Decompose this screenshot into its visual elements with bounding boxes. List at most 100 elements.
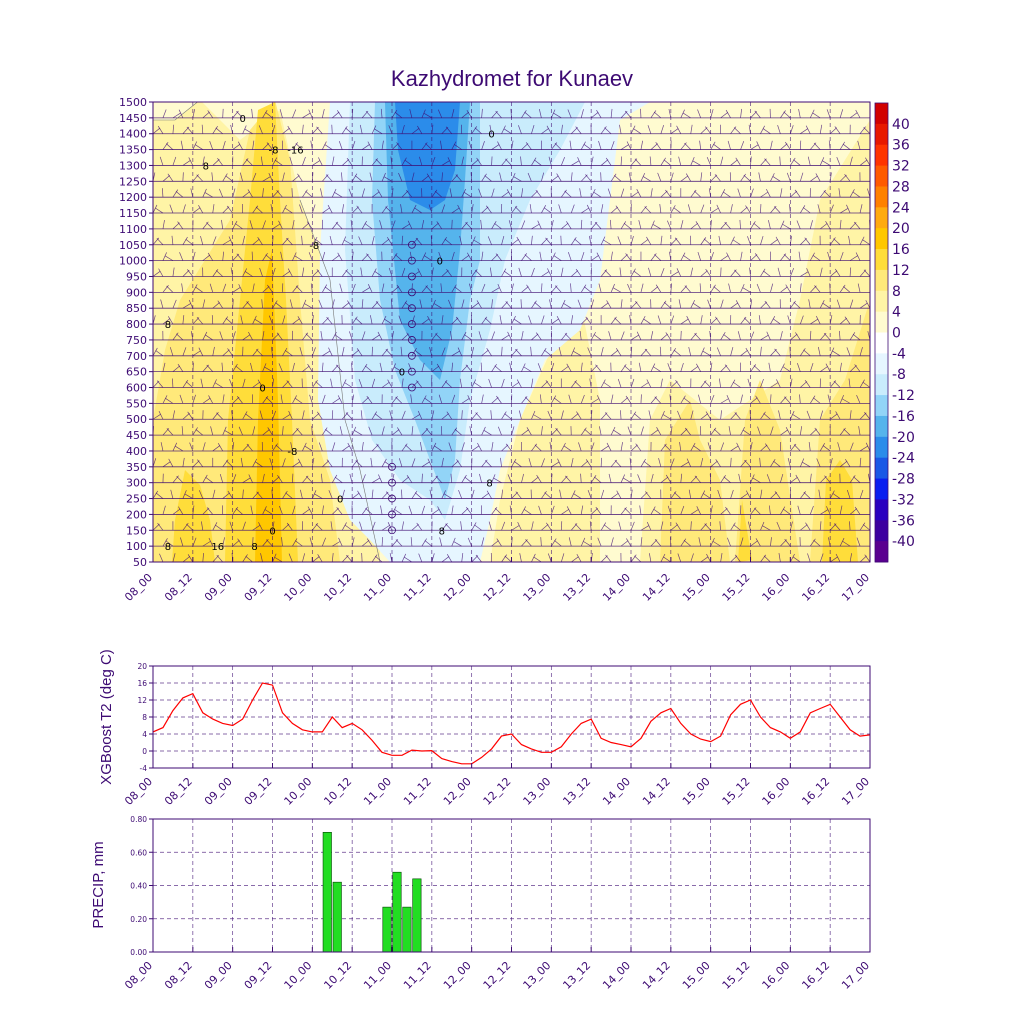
wind-barb: [750, 364, 757, 372]
wind-barb: [169, 204, 174, 214]
wind-barb: [630, 411, 637, 420]
wind-barb: [426, 173, 433, 182]
wind-barb: [828, 140, 831, 150]
wind-barb: [734, 554, 741, 562]
wind-barb: [282, 490, 288, 499]
wind-barb: [643, 176, 652, 182]
wind-barb: [566, 363, 572, 372]
wind-barb: [228, 236, 233, 245]
wind-barb: [810, 318, 818, 325]
wind-barb: [397, 427, 403, 436]
wind-barb: [431, 222, 439, 230]
wind-barb: [590, 112, 599, 119]
wind-barb: [521, 506, 526, 515]
y-tick-label: 1050: [119, 239, 147, 252]
wind-barb: [715, 459, 721, 468]
wind-barb: [321, 141, 327, 150]
wind-barb: [551, 318, 559, 325]
wind-barb: [730, 102, 731, 103]
wind-barb: [550, 473, 553, 483]
wind-barb: [421, 505, 425, 515]
wind-barb: [674, 237, 682, 245]
wind-barb: [371, 554, 378, 562]
wind-barb: [451, 505, 454, 515]
wind-barb: [172, 112, 181, 119]
wind-barb: [286, 237, 293, 245]
wind-barb: [331, 442, 336, 452]
wind-barb: [423, 113, 433, 119]
calm-wind-circle: [388, 510, 396, 519]
wind-barb: [760, 125, 765, 134]
calm-wind-circle: [408, 336, 416, 344]
wind-barb: [608, 473, 612, 483]
wind-barb: [361, 287, 370, 293]
wind-barb: [757, 426, 761, 436]
wind-barb: [742, 429, 751, 436]
colorbar-label: -24: [892, 451, 915, 467]
wind-barb: [325, 174, 333, 182]
wind-barb: [341, 204, 344, 214]
y-tick-label: 0.60: [130, 848, 147, 857]
wind-barb: [553, 255, 562, 261]
wind-barb: [457, 204, 463, 214]
wind-barb: [286, 522, 293, 531]
wind-barb: [182, 204, 186, 214]
wind-barb: [608, 331, 612, 341]
wind-barb: [832, 493, 841, 499]
wind-barb: [700, 490, 706, 499]
y-tick-label: 16: [137, 679, 147, 688]
wind-barb: [600, 126, 607, 134]
wind-barb: [650, 253, 657, 261]
contour-label: 8: [203, 161, 209, 172]
precip-bar: [332, 881, 342, 953]
wind-barb: [626, 141, 632, 150]
cross-section-x-axis: 08_00 08_12 09_00 09_12 10_00 10_12 11_00 11_12…: [122, 557, 872, 604]
wind-barb: [186, 126, 194, 134]
wind-barb: [756, 141, 761, 150]
wind-barb: [705, 411, 711, 420]
wind-barb: [575, 268, 582, 277]
wind-barb: [849, 156, 853, 166]
wind-barb: [424, 255, 433, 261]
wind-barb: [744, 459, 751, 468]
y-tick-label: 500: [126, 413, 147, 426]
wind-barb: [260, 156, 263, 166]
wind-barb: [419, 442, 423, 452]
wind-barb: [331, 156, 335, 166]
contour-label: 0: [437, 257, 443, 268]
wind-barb: [849, 410, 852, 420]
wind-barb: [669, 251, 672, 261]
wind-barb: [292, 142, 298, 150]
wind-barb: [829, 270, 838, 277]
wind-barb: [589, 521, 592, 531]
wind-barb: [772, 318, 781, 325]
wind-barb: [819, 442, 826, 452]
wind-barb: [545, 380, 552, 388]
wind-barb: [497, 283, 502, 293]
wind-barb: [536, 474, 542, 483]
wind-barb: [670, 491, 677, 499]
wind-barb: [202, 156, 205, 166]
wind-barb: [571, 160, 580, 166]
wind-barb: [810, 428, 817, 436]
wind-barb: [365, 508, 373, 515]
wind-barb: [461, 188, 466, 198]
wind-barb: [707, 442, 712, 452]
wind-barb: [842, 398, 851, 404]
wind-barb: [819, 157, 825, 166]
wind-barb: [619, 124, 622, 134]
wind-barb: [371, 411, 378, 420]
wind-barb: [391, 143, 399, 150]
wind-barb: [339, 426, 343, 436]
precip-bar: [382, 906, 392, 953]
wind-barb: [451, 284, 457, 293]
wind-barb: [710, 394, 715, 404]
wind-barb: [162, 362, 166, 372]
wind-barb: [839, 141, 846, 150]
wind-barb: [232, 506, 239, 515]
wind-barb: [186, 523, 194, 531]
wind-barb: [690, 299, 696, 309]
wind-barb: [516, 379, 522, 388]
wind-barb: [384, 461, 393, 468]
